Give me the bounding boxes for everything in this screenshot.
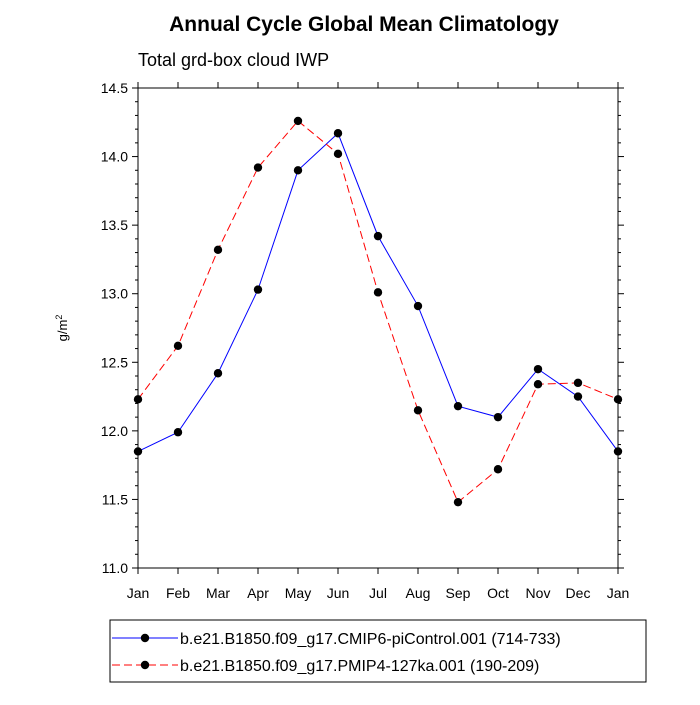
axes-ticks: 11.0 11.5 12.0 12.5 13.0 13.5 14.0 14.5 Jan Feb Ma… — [101, 80, 630, 601]
y-tick-label: 14.0 — [101, 149, 128, 165]
data-point — [213, 245, 223, 255]
data-point — [493, 412, 503, 422]
data-point — [413, 301, 423, 311]
data-point — [173, 428, 183, 437]
x-tick-label: Mar — [206, 585, 230, 601]
x-tick-label: Sep — [446, 585, 471, 601]
data-point — [453, 497, 463, 507]
data-point — [573, 378, 583, 388]
x-tick-label: Jan — [607, 585, 630, 601]
data-point — [373, 231, 383, 241]
data-point — [333, 149, 343, 159]
y-axis-label-unit: g/m — [55, 320, 70, 342]
data-point — [213, 369, 223, 378]
y-tick-label: 12.5 — [101, 354, 128, 370]
data-point — [133, 447, 143, 456]
x-tick-label: Dec — [566, 585, 591, 601]
x-tick-label: Feb — [166, 585, 190, 601]
x-tick-label: Nov — [526, 585, 551, 601]
data-point — [373, 288, 383, 297]
data-point — [453, 401, 463, 411]
data-point — [253, 163, 263, 172]
y-tick-label: 13.0 — [101, 286, 128, 302]
x-tick-label: May — [285, 585, 311, 601]
legend-label: b.e21.B1850.f09_g17.CMIP6-piControl.001 … — [180, 631, 561, 648]
data-point — [413, 406, 423, 415]
y-tick-label: 11.0 — [102, 560, 128, 576]
data-point — [493, 465, 503, 474]
data-point — [133, 395, 143, 404]
legend: b.e21.B1850.f09_g17.CMIP6-piControl.001 … — [109, 619, 647, 683]
y-axis-label: g/m2 — [54, 315, 70, 342]
y-tick-label: 12.0 — [101, 423, 128, 439]
data-point — [173, 341, 183, 351]
series-layer — [133, 116, 623, 507]
x-tick-label: Jun — [327, 585, 350, 601]
data-point — [533, 364, 543, 374]
series-line-1 — [137, 120, 619, 503]
chart-title: Annual Cycle Global Mean Climatology — [169, 13, 559, 36]
data-point — [613, 395, 623, 404]
chart-subtitle: Total grd-box cloud IWP — [138, 50, 329, 70]
x-tick-label: Aug — [406, 585, 431, 601]
plot-frame — [137, 87, 619, 569]
legend-marker — [140, 660, 150, 670]
x-tick-label: Jul — [369, 585, 387, 601]
y-tick-label: 13.5 — [101, 217, 128, 233]
x-tick-label: Apr — [247, 585, 269, 601]
y-axis-label-exponent: 2 — [54, 315, 64, 320]
legend-label: b.e21.B1850.f09_g17.PMIP4-127ka.001 (190… — [180, 658, 539, 675]
data-point — [613, 447, 623, 456]
legend-box — [109, 619, 647, 683]
y-tick-label: 11.5 — [102, 491, 128, 507]
legend-marker — [140, 633, 150, 643]
data-point — [253, 285, 263, 294]
data-point — [333, 129, 343, 138]
x-tick-label: Jan — [127, 585, 150, 601]
y-tick-label: 14.5 — [101, 80, 128, 96]
data-point — [293, 116, 303, 126]
data-point — [293, 166, 303, 175]
data-point — [533, 380, 543, 389]
data-point — [573, 392, 583, 401]
x-tick-label: Oct — [487, 585, 509, 601]
